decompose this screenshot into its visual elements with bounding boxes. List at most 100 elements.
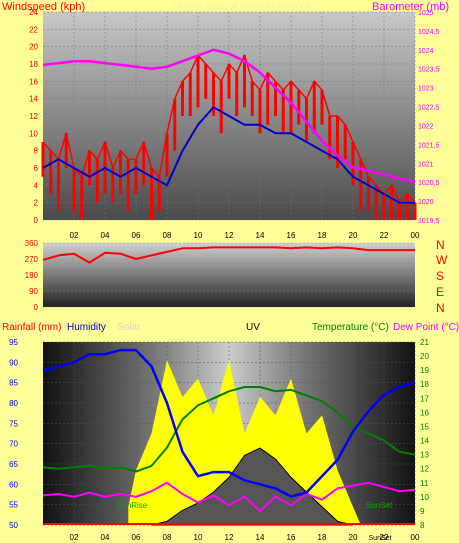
- temperature-tick-label: 14: [420, 437, 429, 446]
- wind-tick-label: 18: [29, 60, 38, 69]
- wind-tick-label: 16: [29, 77, 38, 86]
- temperature-tick-label: 17: [420, 394, 429, 403]
- humidity-tick-label: 70: [9, 440, 18, 449]
- humidity-tick-label: 55: [9, 501, 18, 510]
- graph-title: 24 hour graph at 00:00 01/09/2008: [172, 2, 311, 12]
- bottom-x-tick-label: 18: [318, 533, 327, 542]
- top-x-tick-label: 20: [349, 231, 358, 240]
- compass-e: E: [436, 285, 444, 299]
- top-x-tick-label: 00: [411, 231, 420, 240]
- top-x-tick-label: 22: [380, 231, 389, 240]
- humidity-label: Humidity: [67, 322, 106, 333]
- uv-label: UV: [246, 322, 260, 333]
- direction-tick-label: 0: [34, 303, 39, 312]
- wind-tick-label: 14: [29, 95, 38, 104]
- bottom-x-tick-label: 14: [256, 533, 265, 542]
- sunrise-annotation: SunRise: [117, 501, 148, 510]
- windspeed-axis-label: Windspeed (kph): [2, 1, 85, 13]
- baro-tick-label: 1021: [418, 161, 434, 168]
- temperature-tick-label: 16: [420, 408, 429, 417]
- barometer-axis-label: Barometer (mb): [372, 1, 449, 13]
- bottom-x-tick-label: 10: [194, 533, 203, 542]
- compass-n-top: N: [436, 238, 445, 252]
- wind-tick-label: 12: [29, 112, 38, 121]
- temperature-tick-label: 21: [420, 338, 429, 347]
- uv-area: [151, 447, 354, 526]
- compass-n-bottom: N: [436, 301, 445, 315]
- dewpoint-label: Dew Point (°C): [393, 322, 459, 333]
- temperature-tick-label: 8: [420, 521, 425, 530]
- baro-tick-label: 1023,5: [418, 67, 440, 74]
- baro-tick-label: 1021,5: [418, 142, 440, 149]
- humidity-tick-label: 80: [9, 399, 18, 408]
- top-x-tick-label: 18: [318, 231, 327, 240]
- rainfall-label: Rainfall (mm): [2, 322, 61, 333]
- temperature-tick-label: 13: [420, 451, 429, 460]
- wind-average-line: [42, 106, 415, 204]
- temperature-tick-label: 12: [420, 465, 429, 474]
- wind-tick-label: 0: [34, 216, 39, 225]
- bottom-x-tick-label: 02: [70, 533, 79, 542]
- bottom-x-tick-label: 20: [349, 533, 358, 542]
- top-x-tick-label: 08: [163, 231, 172, 240]
- bottom-x-tick-label: 16: [287, 533, 296, 542]
- wind-tick-label: 20: [29, 43, 38, 52]
- baro-tick-label: 1025: [418, 10, 434, 17]
- top-x-tick-label: 16: [287, 231, 296, 240]
- baro-tick-label: 1024: [418, 48, 434, 55]
- temperature-tick-label: 20: [420, 352, 429, 361]
- baro-tick-label: 1022,5: [418, 105, 440, 112]
- baro-tick-label: 1019,5: [418, 218, 440, 225]
- top-x-tick-label: 02: [70, 231, 79, 240]
- wind-tick-label: 6: [34, 164, 39, 173]
- temperature-tick-label: 18: [420, 380, 429, 389]
- windspeed-line: [42, 54, 416, 204]
- wind-tick-label: 22: [29, 25, 38, 34]
- sunset-annotation: SunSet: [366, 501, 393, 510]
- baro-tick-label: 1020,5: [418, 180, 440, 187]
- top-x-tick-label: 04: [101, 231, 110, 240]
- baro-tick-label: 1020: [418, 199, 434, 206]
- wind-tick-label: 10: [29, 129, 38, 138]
- baro-tick-label: 1024,5: [418, 29, 440, 36]
- humidity-tick-label: 50: [9, 521, 18, 530]
- bottom-x-tick-label: 00: [411, 533, 420, 542]
- wind-tick-label: 24: [29, 8, 38, 17]
- temperature-tick-label: 15: [420, 422, 429, 431]
- solar-label: Solar: [117, 322, 141, 333]
- wind-tick-label: 4: [34, 181, 39, 190]
- compass-w: W: [436, 253, 448, 267]
- baro-tick-label: 1022: [418, 123, 434, 130]
- temperature-tick-label: 19: [420, 366, 429, 375]
- direction-tick-label: 270: [25, 255, 39, 264]
- sunset-axis-label: SunSet: [369, 535, 392, 542]
- humidity-tick-label: 85: [9, 379, 18, 388]
- temperature-line: [42, 386, 416, 473]
- humidity-tick-label: 65: [9, 460, 18, 469]
- barometer-line: [42, 48, 416, 184]
- top-x-tick-label: 12: [225, 231, 234, 240]
- humidity-tick-label: 90: [9, 358, 18, 367]
- humidity-tick-label: 75: [9, 419, 18, 428]
- direction-tick-label: 180: [25, 271, 39, 280]
- compass-s: S: [436, 269, 444, 283]
- solar-area: [128, 360, 361, 525]
- baro-tick-label: 1023: [418, 86, 434, 93]
- direction-tick-label: 90: [29, 287, 38, 296]
- direction-tick-label: 360: [25, 239, 39, 248]
- bottom-x-tick-label: 06: [132, 533, 141, 542]
- top-x-tick-label: 06: [132, 231, 141, 240]
- top-x-tick-label: 10: [194, 231, 203, 240]
- bottom-x-tick-label: 22: [380, 533, 389, 542]
- humidity-tick-label: 60: [9, 480, 18, 489]
- dewpoint-line: [42, 481, 416, 512]
- wind-tick-label: 8: [34, 147, 39, 156]
- top-x-tick-label: 14: [256, 231, 265, 240]
- humidity-tick-label: 95: [9, 338, 18, 347]
- wind-direction-line: [42, 246, 415, 264]
- bottom-x-tick-label: 04: [101, 533, 110, 542]
- bottom-x-tick-label: 08: [163, 533, 172, 542]
- humidity-line: [42, 348, 416, 498]
- temperature-tick-label: 11: [420, 479, 429, 488]
